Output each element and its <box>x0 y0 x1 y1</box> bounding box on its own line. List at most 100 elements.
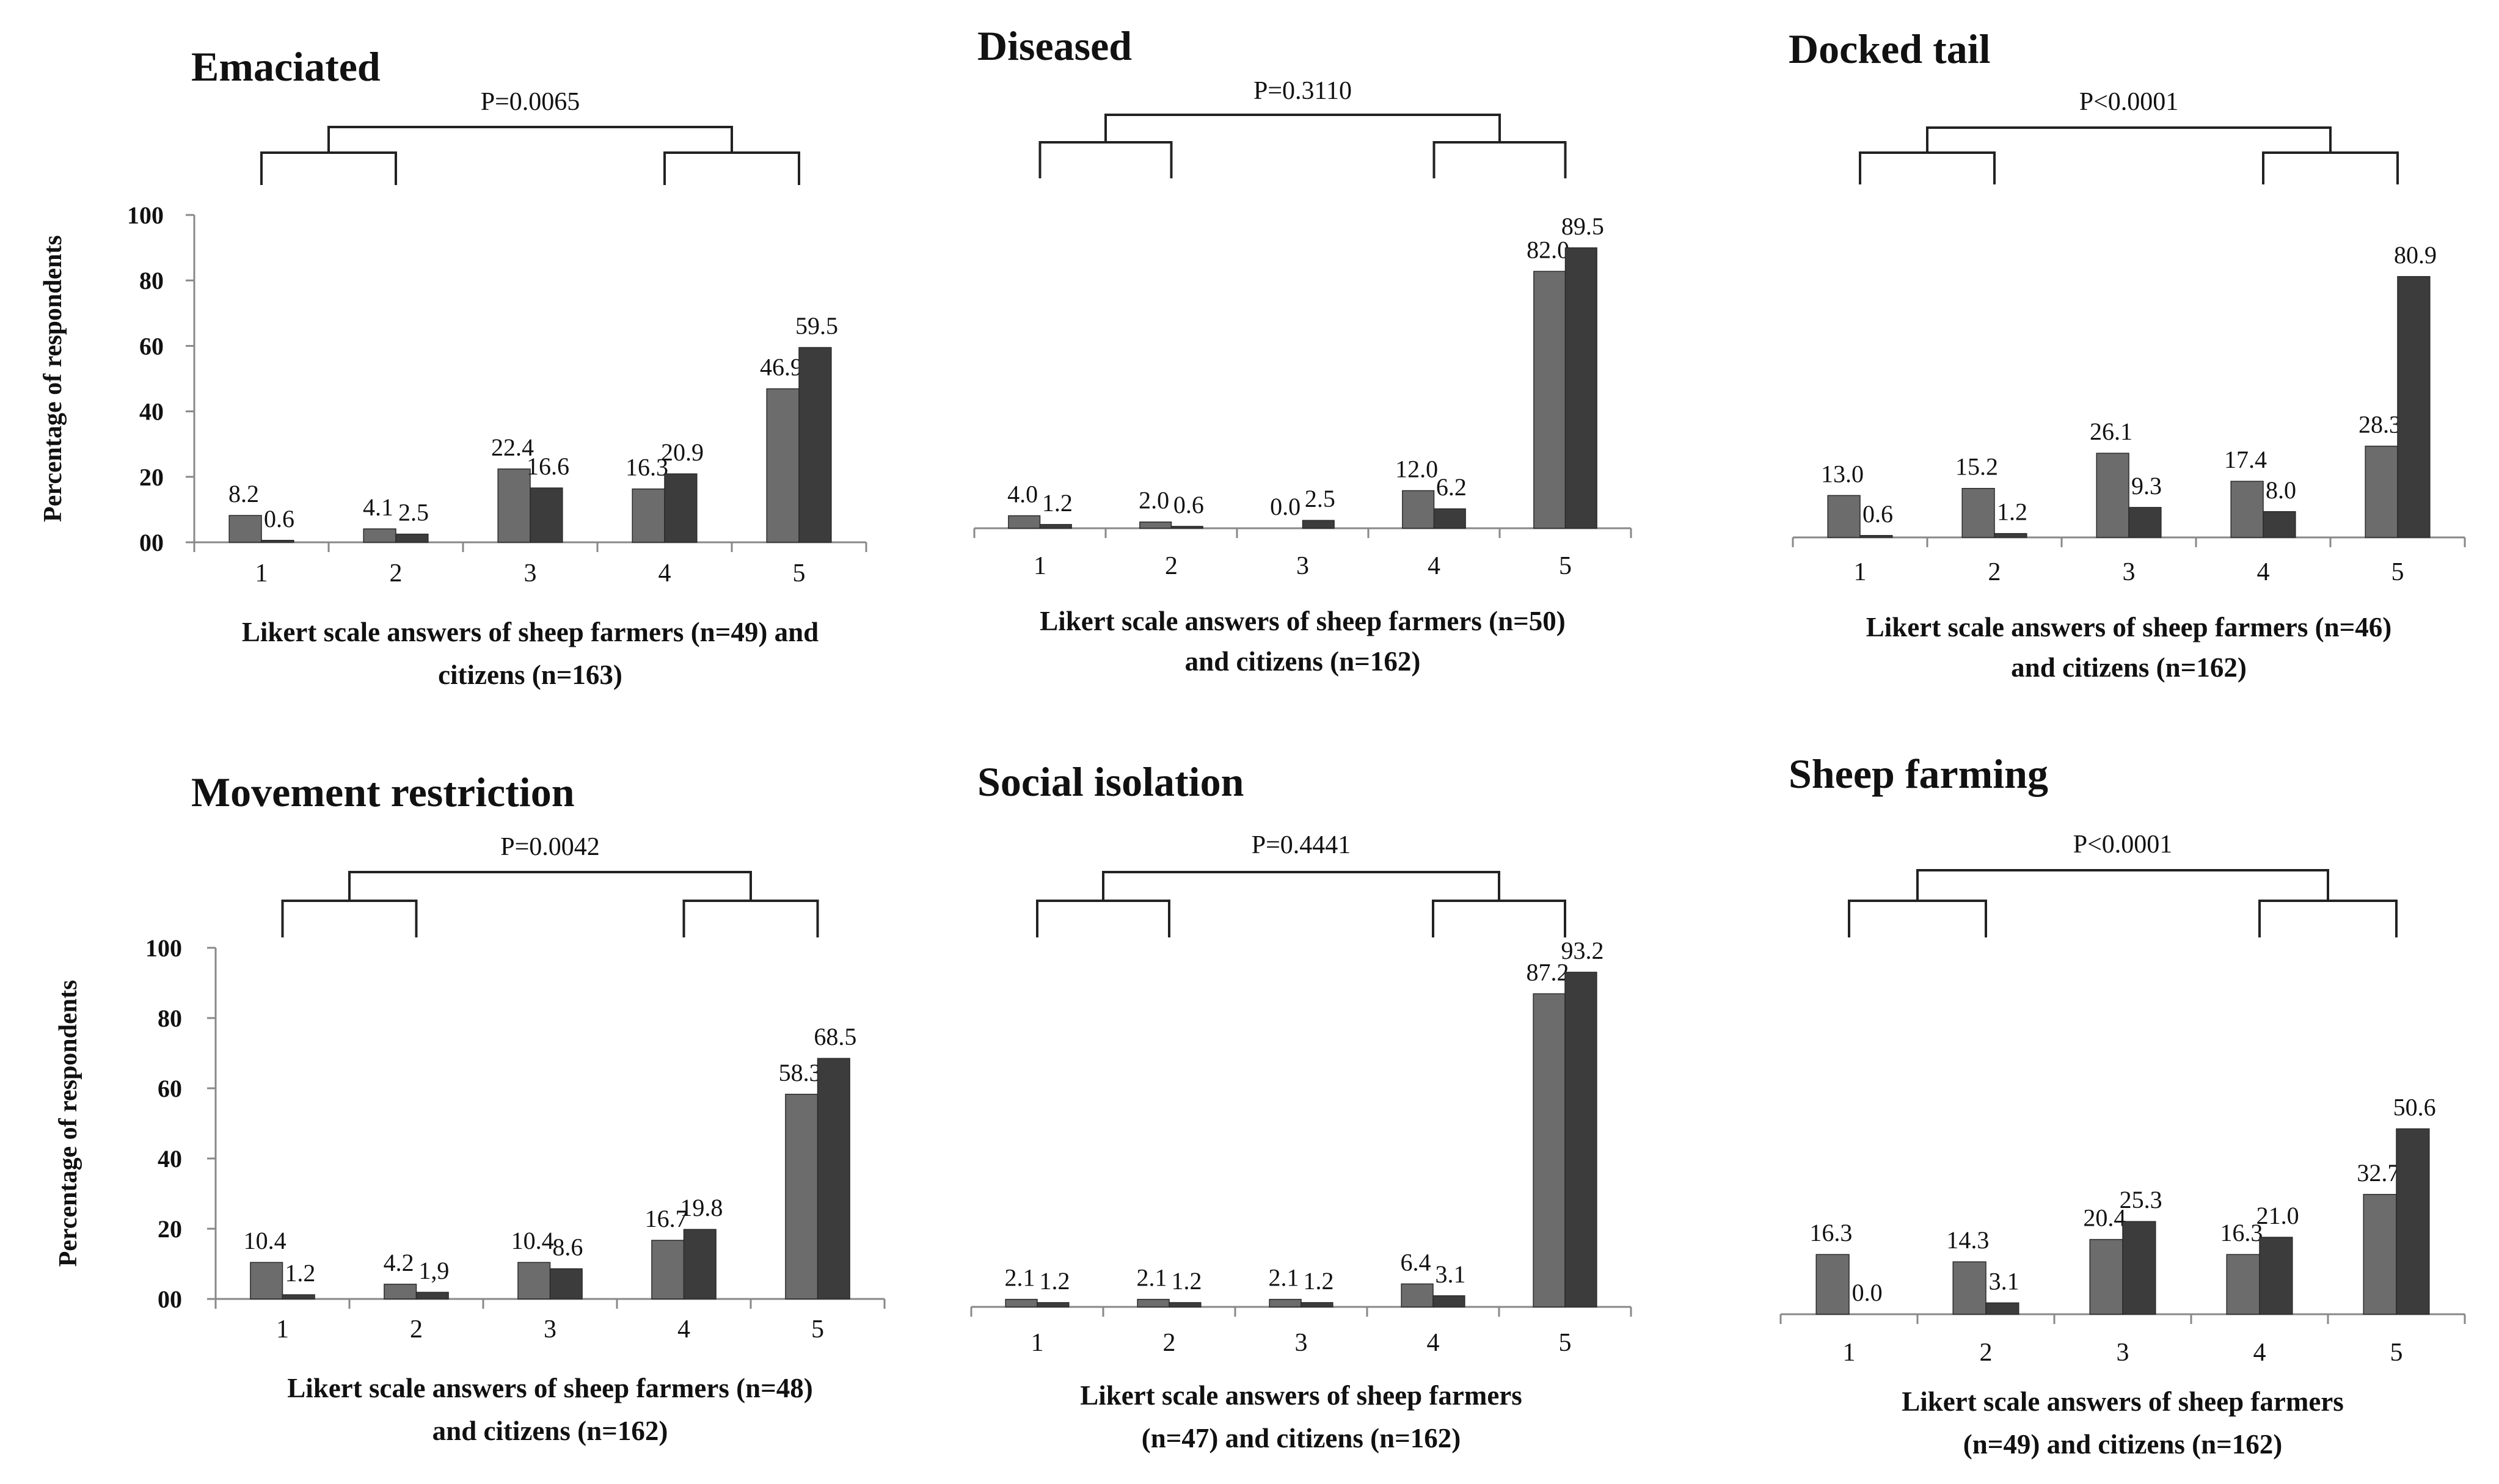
farmers-bar-3 <box>2096 453 2129 538</box>
x-tick-label: 4 <box>1428 552 1440 580</box>
farmers-data-label-3: 0.0 <box>1270 493 1301 520</box>
x-axis-label-line-2: and citizens (n=162) <box>432 1416 668 1446</box>
citizens-data-label-4: 19.8 <box>680 1194 723 1221</box>
farmers-data-label-2: 2.0 <box>1139 487 1169 514</box>
x-tick-label: 4 <box>677 1315 690 1344</box>
x-tick-label: 4 <box>2257 558 2270 586</box>
x-tick-label: 5 <box>2390 1339 2403 1367</box>
x-tick-label: 2 <box>1980 1339 1993 1367</box>
farmers-data-label-5: 82.0 <box>1527 236 1569 263</box>
farmers-bar-4 <box>651 1240 685 1300</box>
chart-title: Sheep farming <box>1789 751 2048 797</box>
farmers-bar-3 <box>497 468 531 543</box>
farmers-bar-4 <box>632 488 665 543</box>
citizens-data-label-2: 1,9 <box>418 1257 449 1284</box>
farmers-bar-4 <box>2226 1254 2260 1315</box>
x-axis-label-line-2: (n=47) and citizens (n=162) <box>1142 1423 1461 1453</box>
y-tick-label: 20 <box>158 1215 182 1243</box>
x-axis-label-line-1: Likert scale answers of sheep farmers (n… <box>1866 612 2391 642</box>
y-axis-label: Percentage of respondents <box>39 235 67 522</box>
x-tick-label: 2 <box>1163 1329 1176 1357</box>
x-axis-label-line-1: Likert scale answers of sheep farmers (n… <box>1040 606 1565 636</box>
citizens-bar-5 <box>817 1058 850 1300</box>
x-tick-label: 1 <box>276 1315 289 1344</box>
farmers-data-label-5: 58.3 <box>779 1059 822 1086</box>
farmers-bar-3 <box>517 1262 551 1300</box>
chart-title: Emaciated <box>191 43 381 90</box>
chart-title: Docked tail <box>1789 26 1991 72</box>
citizens-data-label-2: 2.5 <box>398 499 429 526</box>
farmers-data-label-3: 26.1 <box>2090 418 2132 445</box>
citizens-data-label-4: 3.1 <box>1436 1260 1466 1288</box>
citizens-data-label-1: 0.0 <box>1852 1279 1883 1306</box>
citizens-data-label-4: 20.9 <box>661 438 704 466</box>
citizens-bar-3 <box>1302 520 1335 529</box>
y-tick-label: 20 <box>139 464 164 491</box>
citizens-bar-4 <box>1432 1295 1465 1308</box>
farmers-data-label-3: 20.4 <box>2083 1204 2126 1232</box>
x-tick-label: 1 <box>1034 552 1046 580</box>
x-tick-label: 5 <box>1559 1329 1572 1357</box>
farmers-bar-5 <box>766 388 800 543</box>
x-tick-label: 2 <box>1165 552 1178 580</box>
farmers-data-label-5: 87.2 <box>1526 958 1569 986</box>
citizens-bar-2 <box>1985 1302 2019 1315</box>
farmers-data-label-5: 28.3 <box>2359 411 2401 438</box>
farmers-bar-2 <box>1961 487 1995 538</box>
citizens-data-label-1: 1.2 <box>1042 489 1073 517</box>
chart-title: Movement restriction <box>191 769 575 815</box>
citizens-bar-4 <box>2263 511 2296 538</box>
farmers-bar-5 <box>1533 993 1566 1308</box>
x-tick-label: 1 <box>1843 1339 1856 1367</box>
citizens-bar-5 <box>1564 247 1597 529</box>
farmers-bar-2 <box>363 528 396 543</box>
x-axis-label-line-1: Likert scale answers of sheep farmers (n… <box>242 617 819 647</box>
farmers-bar-5 <box>785 1094 819 1300</box>
citizens-bar-3 <box>2122 1221 2156 1315</box>
significance-bracket <box>281 871 819 937</box>
farmers-data-label-5: 32.7 <box>2357 1159 2399 1187</box>
farmers-bar-5 <box>1533 271 1566 529</box>
farmers-bar-4 <box>1402 490 1435 529</box>
farmers-data-label-3: 2.1 <box>1268 1264 1299 1292</box>
y-axis-label: Percentage of respondents <box>54 980 82 1267</box>
farmers-data-label-1: 4.0 <box>1007 480 1038 507</box>
y-tick-label: 00 <box>158 1286 182 1313</box>
y-tick-label: 00 <box>139 529 164 556</box>
x-tick-label: 3 <box>1295 1329 1308 1357</box>
x-tick-label: 2 <box>390 559 403 587</box>
x-tick-label: 2 <box>410 1315 423 1344</box>
citizens-bar-3 <box>530 487 563 543</box>
citizens-data-label-4: 6.2 <box>1436 473 1467 501</box>
x-tick-label: 3 <box>2117 1339 2129 1367</box>
y-tick-label: 60 <box>139 332 164 360</box>
citizens-data-label-3: 2.5 <box>1305 485 1335 512</box>
farmers-data-label-2: 2.1 <box>1136 1264 1167 1292</box>
x-tick-label: 5 <box>1559 552 1572 580</box>
citizens-data-label-5: 68.5 <box>814 1023 856 1050</box>
x-tick-label: 4 <box>658 559 671 587</box>
farmers-data-label-2: 14.3 <box>1946 1226 1989 1254</box>
farmers-bar-3 <box>2089 1238 2123 1315</box>
farmers-data-label-5: 46.9 <box>760 354 803 381</box>
farmers-bar-5 <box>2363 1194 2397 1315</box>
citizens-data-label-2: 1.2 <box>1172 1267 1202 1295</box>
citizens-data-label-3: 1.2 <box>1304 1267 1334 1295</box>
x-tick-label: 3 <box>2123 558 2136 586</box>
farmers-bar-2 <box>1139 521 1172 529</box>
farmers-data-label-3: 10.4 <box>511 1227 554 1254</box>
y-tick-label: 40 <box>158 1145 182 1173</box>
farmers-data-label-4: 17.4 <box>2224 446 2267 473</box>
citizens-bar-1 <box>261 540 294 543</box>
farmers-bar-1 <box>1005 1298 1038 1308</box>
farmers-data-label-2: 15.2 <box>1955 453 1998 481</box>
p-value-label: P=0.3110 <box>1253 77 1352 105</box>
farmers-bar-2 <box>1137 1298 1170 1308</box>
x-tick-label: 1 <box>1854 558 1867 586</box>
y-tick-label: 100 <box>127 202 164 229</box>
x-axis-label-line-1: Likert scale answers of sheep farmers (n… <box>287 1373 812 1403</box>
farmers-data-label-3: 22.4 <box>491 434 534 461</box>
p-value-label: P=0.0042 <box>500 833 600 861</box>
citizens-data-label-3: 25.3 <box>2120 1186 2162 1213</box>
